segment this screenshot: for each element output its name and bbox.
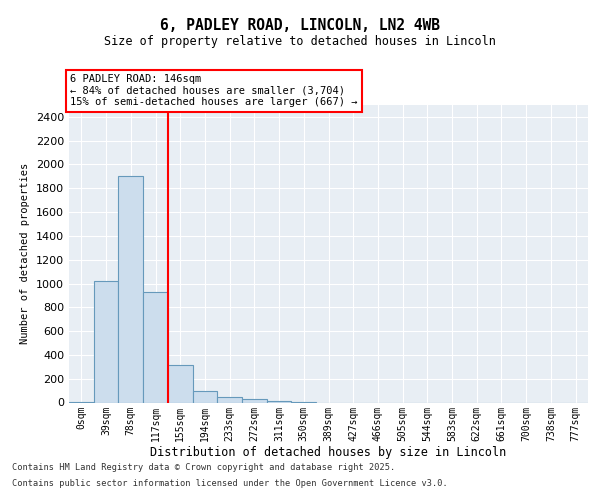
Y-axis label: Number of detached properties: Number of detached properties <box>20 163 31 344</box>
Text: Contains public sector information licensed under the Open Government Licence v3: Contains public sector information licen… <box>12 479 448 488</box>
Bar <box>143 292 168 403</box>
Text: Size of property relative to detached houses in Lincoln: Size of property relative to detached ho… <box>104 35 496 48</box>
Text: Contains HM Land Registry data © Crown copyright and database right 2025.: Contains HM Land Registry data © Crown c… <box>12 462 395 471</box>
Bar <box>217 396 242 402</box>
Bar <box>267 400 292 402</box>
Text: 6 PADLEY ROAD: 146sqm
← 84% of detached houses are smaller (3,704)
15% of semi-d: 6 PADLEY ROAD: 146sqm ← 84% of detached … <box>70 74 358 108</box>
Text: 6, PADLEY ROAD, LINCOLN, LN2 4WB: 6, PADLEY ROAD, LINCOLN, LN2 4WB <box>160 18 440 32</box>
Bar <box>242 399 267 402</box>
Bar <box>118 176 143 402</box>
Bar <box>94 281 118 402</box>
X-axis label: Distribution of detached houses by size in Lincoln: Distribution of detached houses by size … <box>151 446 506 459</box>
Bar <box>168 365 193 403</box>
Bar <box>193 390 217 402</box>
